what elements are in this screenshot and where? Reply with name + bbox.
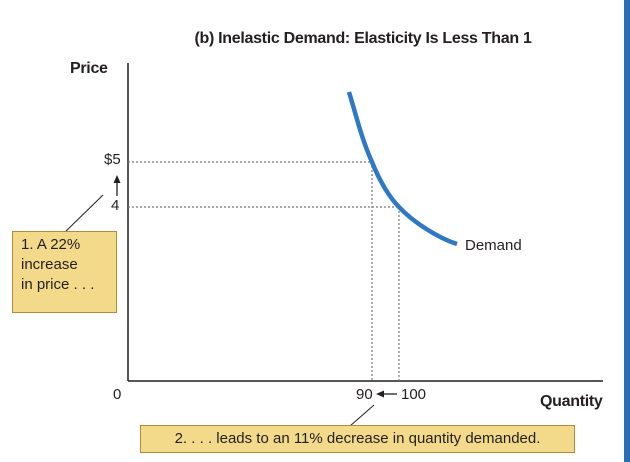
demand-series-label: Demand	[465, 237, 522, 254]
quantity-callout-pointer	[349, 404, 375, 427]
origin-label: 0	[113, 386, 122, 403]
axes	[127, 63, 603, 382]
y-tick-label-low: 4	[111, 197, 120, 214]
price-callout-line-1: 1. A 22%	[21, 236, 81, 253]
demand-curve	[346, 91, 458, 247]
right-edge-bar	[624, 0, 630, 462]
quantity-decrease-arrow	[376, 390, 397, 398]
price-callout-pointer	[63, 194, 104, 234]
x-tick-label-low: 90	[356, 386, 373, 403]
x-tick-label-high: 100	[401, 386, 427, 403]
guide-lines	[128, 161, 400, 381]
quantity-change-callout: 2. . . . leads to an 11% decrease in qua…	[140, 425, 575, 453]
price-callout-line-2: increase	[21, 256, 78, 273]
chart-title: (b) Inelastic Demand: Elasticity Is Less…	[194, 30, 532, 47]
y-axis-label: Price	[70, 60, 108, 77]
x-axis-label: Quantity	[540, 393, 603, 410]
y-tick-label-high: $5	[104, 151, 121, 168]
price-increase-arrow	[113, 175, 121, 196]
price-change-callout: 1. A 22% increase in price . . .	[12, 231, 117, 313]
price-callout-line-3: in price . . .	[21, 276, 95, 293]
